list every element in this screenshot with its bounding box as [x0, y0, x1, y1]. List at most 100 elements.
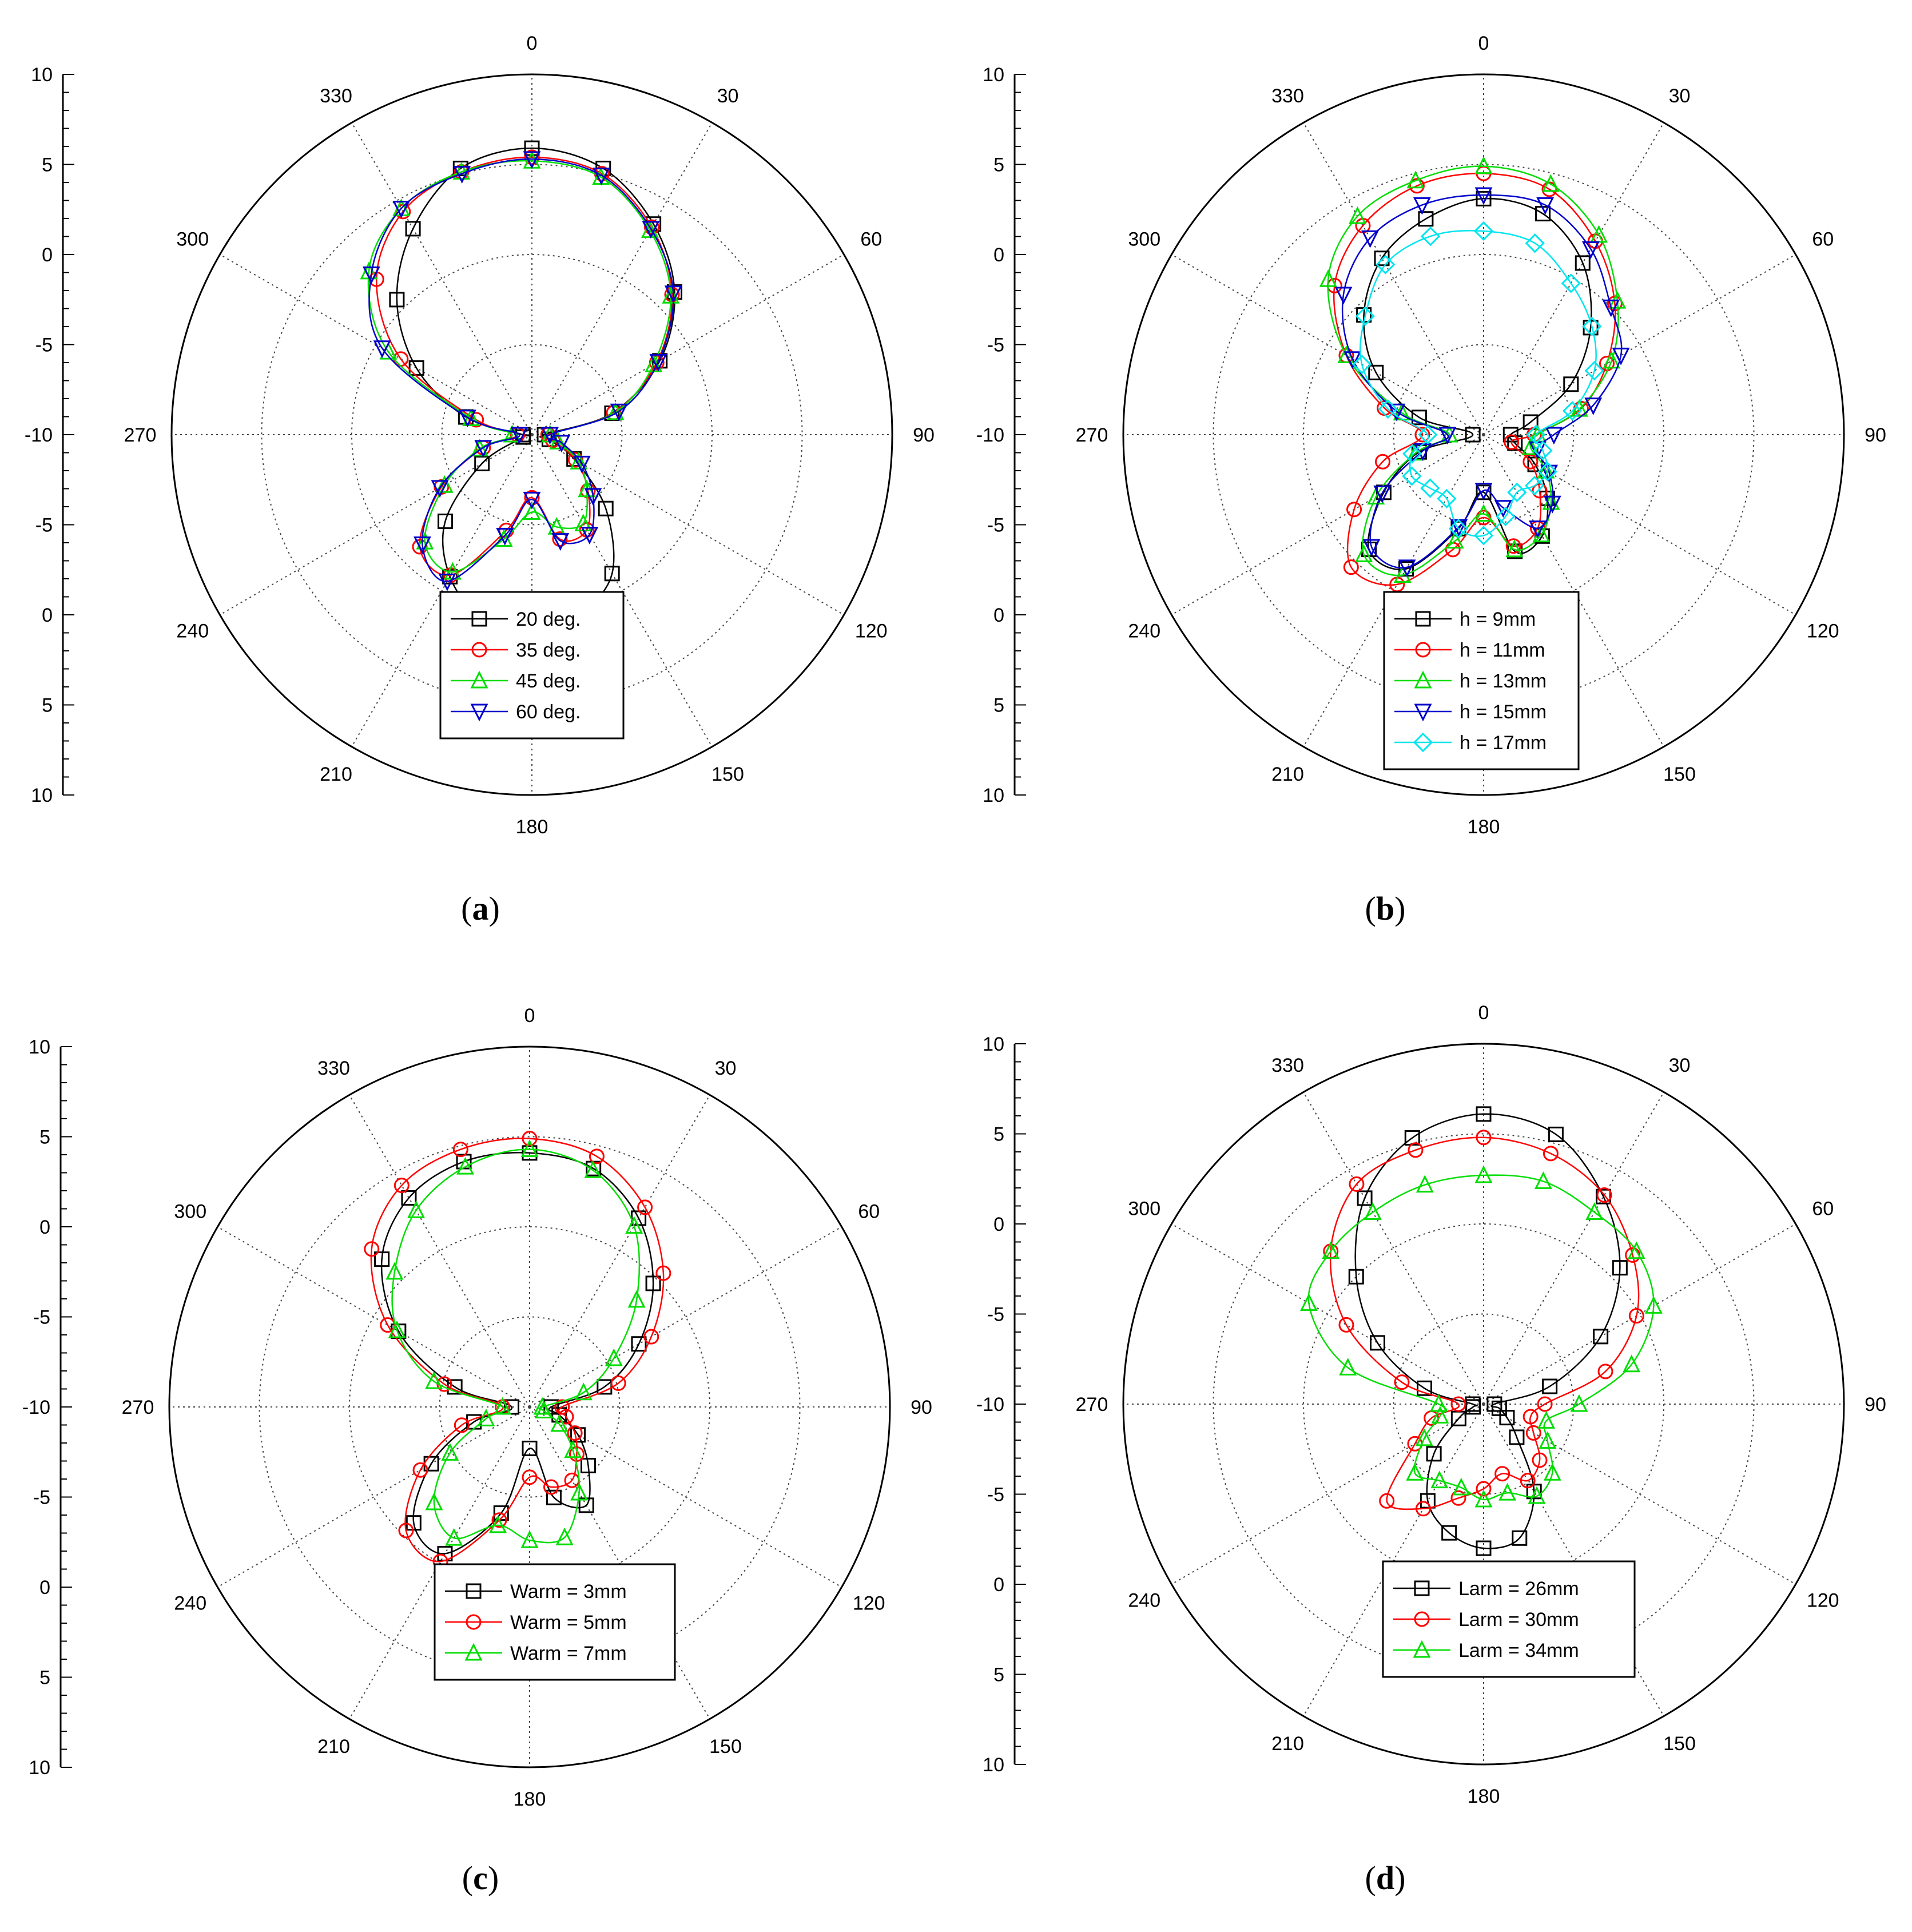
legend-label: Larm = 34mm	[1458, 1640, 1579, 1661]
data-point	[593, 168, 610, 185]
grid-spoke	[531, 122, 713, 435]
radial-tick-label: -5	[987, 515, 1004, 536]
data-point	[1534, 1171, 1552, 1190]
radial-tick-label: 5	[993, 154, 1004, 176]
angle-tick-label: 240	[174, 1593, 206, 1615]
data-point	[1343, 351, 1362, 369]
data-point	[1496, 506, 1516, 527]
series-2	[1323, 1130, 1644, 1517]
data-point	[456, 1156, 474, 1175]
data-point	[1512, 1530, 1528, 1546]
data-point	[1418, 211, 1434, 227]
data-point	[1563, 376, 1579, 392]
data-point	[1448, 519, 1469, 539]
data-point	[1570, 1394, 1588, 1412]
data-point	[564, 1440, 582, 1458]
data-point	[438, 513, 454, 529]
data-point	[1416, 1175, 1434, 1193]
panel-label-d: (d)	[1365, 1859, 1406, 1897]
legend: Warm = 3mm Warm = 5mm Warm = 7mm	[434, 1563, 676, 1681]
angle-tick-label: 30	[717, 85, 739, 107]
radial-tick-label: 10	[29, 1036, 50, 1058]
radial-tick-label: 10	[31, 785, 53, 806]
data-point	[655, 1265, 671, 1281]
legend-label: 20 deg.	[516, 609, 581, 630]
data-point	[1612, 1260, 1628, 1276]
series-line	[396, 147, 675, 632]
legend-box	[439, 591, 625, 740]
series-4	[362, 151, 682, 591]
data-point	[1446, 531, 1464, 549]
data-point	[627, 1290, 646, 1308]
angle-tick-label: 330	[320, 85, 352, 107]
grid-spoke	[1171, 1404, 1484, 1585]
legend-marker	[470, 670, 488, 689]
data-point	[477, 1409, 495, 1426]
data-point	[1368, 364, 1384, 380]
data-point	[1376, 255, 1396, 275]
angle-tick-label: 300	[1128, 1198, 1160, 1220]
series-line	[370, 1138, 665, 1563]
legend-label: h = 15mm	[1460, 701, 1547, 723]
data-point	[1498, 1482, 1517, 1501]
data-point	[523, 151, 541, 169]
angle-tick-label: 330	[1271, 85, 1304, 107]
data-point	[1379, 1493, 1395, 1509]
data-point	[364, 1241, 380, 1257]
data-point	[496, 527, 514, 546]
radial-tick-label: 0	[39, 1217, 50, 1238]
grid-spoke	[529, 1226, 842, 1408]
angle-tick-label: 210	[320, 764, 352, 785]
outer-circle	[170, 73, 893, 796]
angle-tick-label: 300	[176, 229, 209, 251]
data-point	[1524, 475, 1545, 496]
radial-tick-label: 0	[993, 605, 1004, 626]
data-point	[1597, 1363, 1613, 1380]
grid-spoke	[1483, 254, 1796, 435]
radial-tick-label: -5	[35, 515, 53, 536]
data-point	[453, 166, 471, 184]
data-point	[1541, 174, 1560, 192]
data-point	[1346, 502, 1362, 518]
data-point	[431, 480, 449, 498]
outer-circle	[168, 1045, 891, 1768]
data-point	[1420, 478, 1440, 498]
legend-marker	[1415, 611, 1431, 627]
series-line	[1359, 229, 1597, 537]
data-point	[604, 566, 620, 582]
data-point	[1612, 347, 1630, 365]
grid-ring	[441, 344, 623, 526]
series-2	[364, 1131, 671, 1569]
panel-a-polar-chart: 0 30 60 90 120 150 180 210 240 270 300 330 10 5 0 -5 -10…	[25, 33, 935, 838]
angle-tick-label: 150	[1663, 1733, 1696, 1755]
angle-tick-label: 90	[1865, 1394, 1886, 1416]
angle-tick-label: 300	[174, 1201, 206, 1223]
data-point	[1413, 197, 1431, 215]
data-point	[1398, 559, 1416, 578]
data-point	[408, 360, 424, 376]
data-point	[392, 200, 411, 218]
data-point	[1529, 520, 1547, 539]
panel-b-polar-chart: 0 30 60 90 120 150 180 210 240 270 300 330 10 5 0 -5 -10…	[976, 33, 1886, 838]
data-point	[567, 1425, 583, 1441]
radial-tick-label: -10	[976, 424, 1004, 446]
legend: 20 deg. 35 deg. 45 deg. 60 deg.	[439, 591, 625, 740]
panel-d-polar-chart: 0 30 60 90 120 150 180 210 240 270 300 330 10 5 0 -5 -10…	[976, 1002, 1886, 1807]
data-point	[1505, 539, 1524, 558]
legend-label: 45 deg.	[516, 670, 581, 692]
grid-spoke	[1483, 1223, 1796, 1405]
angle-tick-label: 30	[1669, 85, 1691, 107]
data-point	[555, 1527, 574, 1545]
radial-tick-label: 5	[42, 695, 53, 717]
data-point	[491, 1512, 507, 1528]
radial-tick-label: 0	[42, 244, 53, 266]
data-point	[468, 412, 484, 428]
data-point	[1339, 1358, 1357, 1376]
data-point	[543, 1399, 559, 1415]
radial-tick-label: 5	[42, 154, 53, 176]
data-point	[1603, 351, 1621, 369]
data-point	[1426, 1446, 1442, 1462]
radial-tick-label: -5	[33, 1307, 50, 1329]
radial-scale-axis: 10 5 0 -5 -10 -5 0 5 10	[976, 64, 1026, 806]
data-point	[1414, 427, 1430, 443]
